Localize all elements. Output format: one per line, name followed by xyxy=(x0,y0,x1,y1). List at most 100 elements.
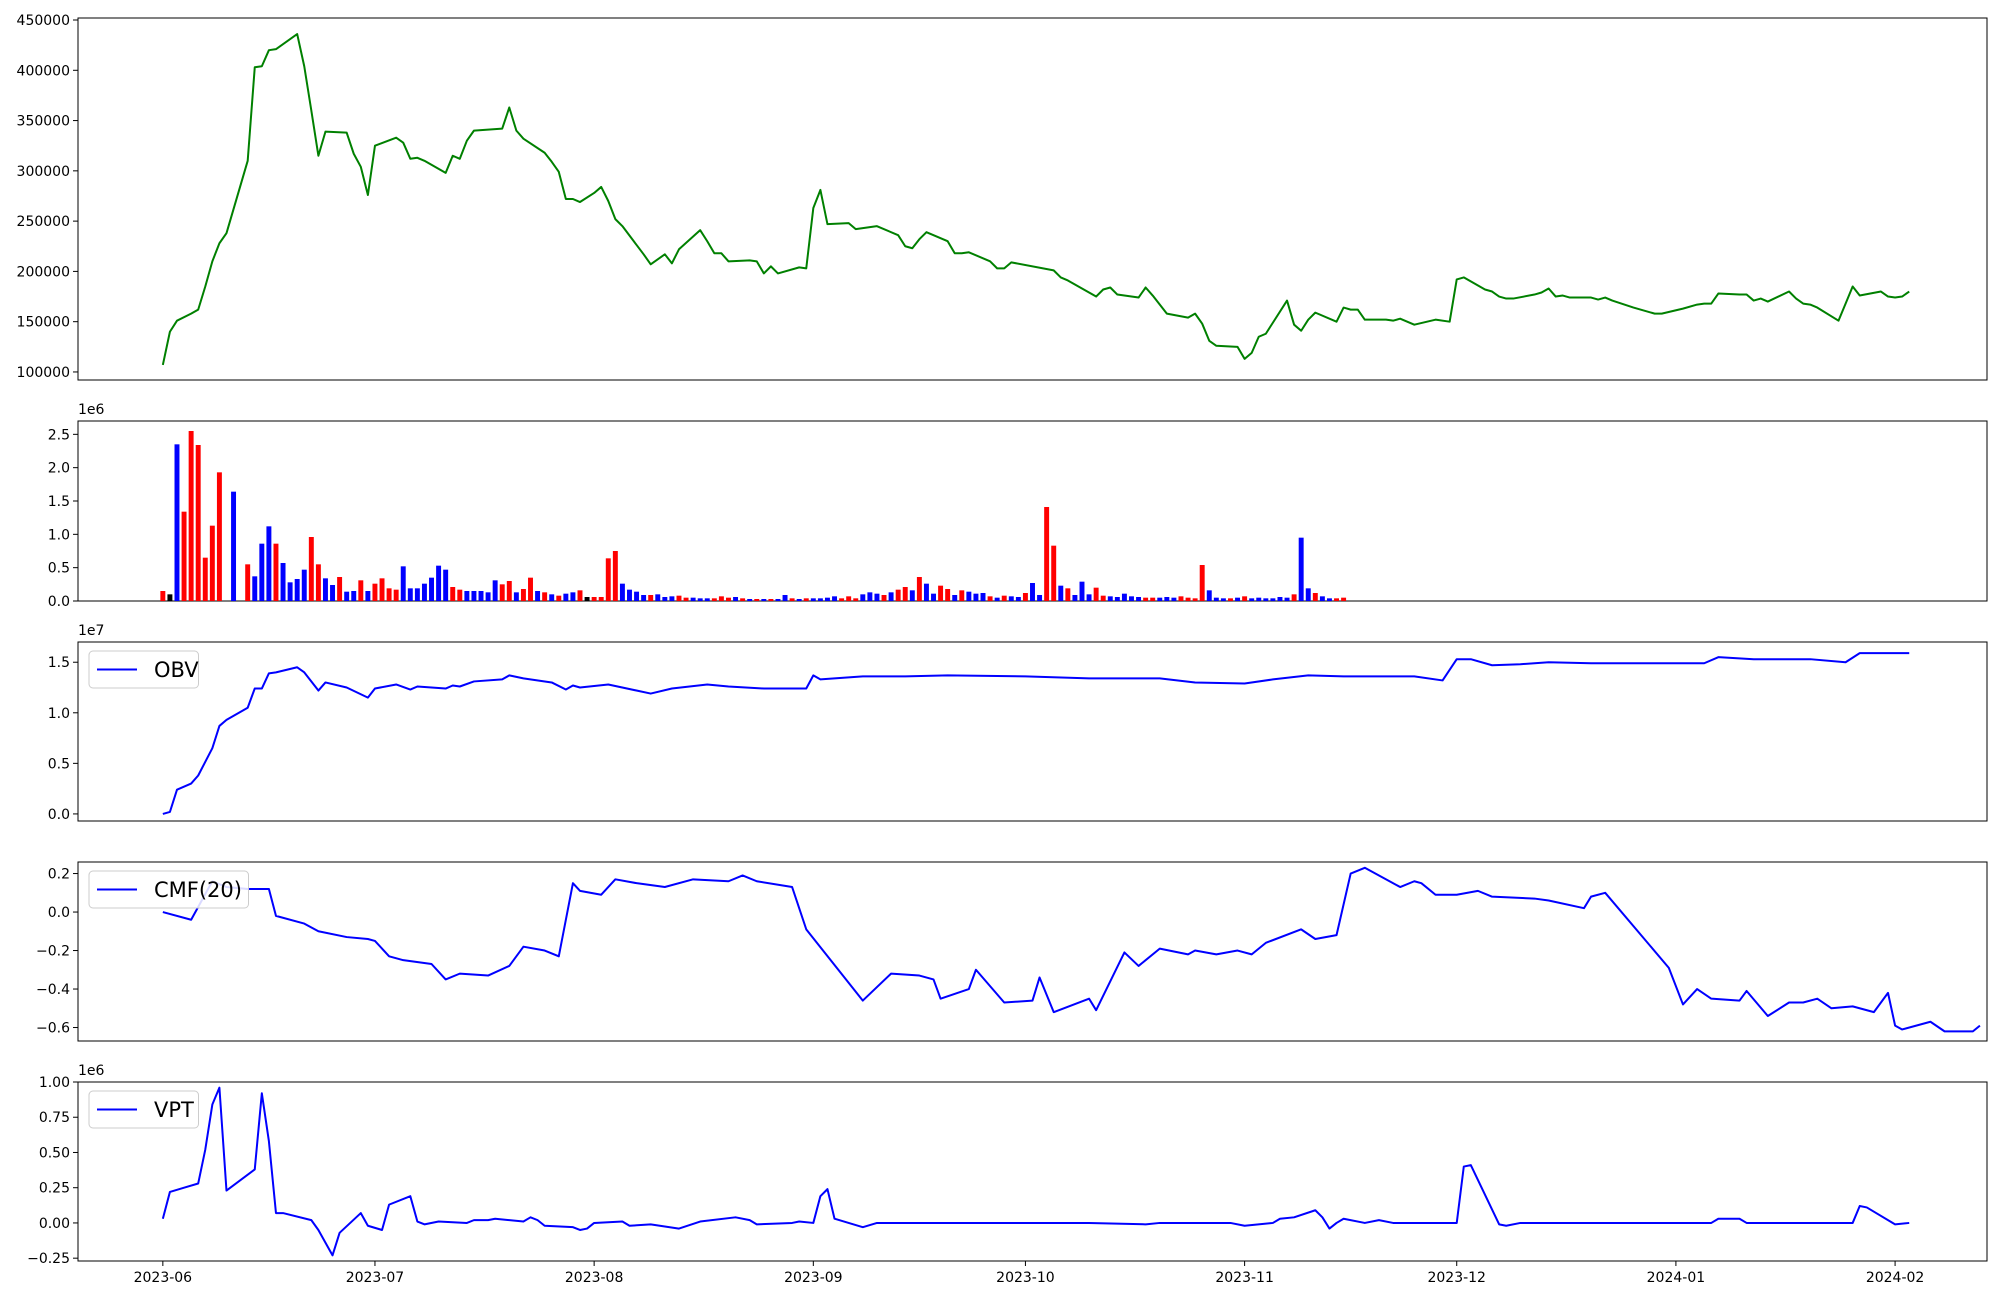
volume-bar xyxy=(931,593,936,601)
volume-bar xyxy=(245,564,251,601)
volume-bar xyxy=(754,599,760,601)
y-tick-label: 0.5 xyxy=(48,561,70,577)
volume-bar xyxy=(768,599,774,601)
volume-bar xyxy=(1079,581,1085,601)
volume-bar xyxy=(195,445,201,601)
volume-bar xyxy=(160,591,166,601)
volume-bar xyxy=(669,596,675,601)
axis-offset-label: 1e7 xyxy=(78,623,104,639)
volume-bar xyxy=(1242,596,1248,601)
price-line xyxy=(161,33,1910,366)
volume-bar xyxy=(259,543,265,601)
volume-bar xyxy=(634,591,640,601)
volume-bar xyxy=(584,597,590,601)
volume-bar xyxy=(1072,595,1078,601)
legend-label: VPT xyxy=(154,1098,194,1122)
volume-bar xyxy=(393,589,399,601)
volume-bar xyxy=(209,525,215,601)
volume-bar xyxy=(181,511,187,601)
y-tick-label: 0.00 xyxy=(39,1216,70,1232)
volume-bar xyxy=(1192,598,1198,601)
volume-bar xyxy=(506,581,512,601)
y-tick-label: 0.0 xyxy=(48,594,70,610)
volume-bar xyxy=(287,582,293,601)
volume-bar xyxy=(1171,597,1177,601)
cmf-20--line xyxy=(162,866,1981,1033)
volume-bar xyxy=(725,597,731,601)
vpt-chart: −0.25 0.00 0.25 0.50 0.75 1.00 1e6 2023-06 2023-… xyxy=(27,1063,1988,1286)
plot-frame xyxy=(77,420,1988,602)
legend: VPT xyxy=(88,1090,199,1129)
legend-box xyxy=(88,1090,199,1129)
plot-frame xyxy=(77,861,1988,1042)
volume-bar xyxy=(421,583,427,601)
volume-bar xyxy=(909,590,915,601)
volume-bar xyxy=(1213,597,1219,601)
volume-bar xyxy=(803,598,809,601)
volume-bar xyxy=(1121,593,1127,601)
volume-bar xyxy=(464,591,470,601)
volume-bar xyxy=(1100,595,1106,601)
volume-bar xyxy=(973,593,979,601)
y-tick-label: 1.00 xyxy=(39,1075,70,1091)
volume-bar xyxy=(1185,597,1191,601)
volume-bar xyxy=(400,566,406,601)
volume-bar xyxy=(1326,598,1332,601)
y-tick-label: 0.50 xyxy=(39,1145,70,1161)
volume-bar xyxy=(796,599,802,601)
y-tick-label: −0.6 xyxy=(36,1021,70,1037)
volume-bar xyxy=(747,599,753,601)
volume-bar xyxy=(513,592,519,601)
volume-bar xyxy=(1129,596,1134,601)
volume-bar xyxy=(188,431,194,601)
volume-bar xyxy=(1164,597,1170,601)
plot-frame xyxy=(77,641,1988,822)
y-tick-label: 1.0 xyxy=(48,706,70,722)
volume-bar xyxy=(1291,594,1297,601)
volume-bar xyxy=(938,585,944,601)
volume-bar xyxy=(528,577,533,601)
volume-bar xyxy=(1022,593,1028,601)
volume-bar xyxy=(1341,597,1347,601)
volume-bar xyxy=(641,595,647,601)
volume-bar xyxy=(273,543,279,601)
volume-bar xyxy=(952,595,958,601)
volume-bar xyxy=(556,595,562,601)
volume-bar xyxy=(1030,583,1035,601)
volume-bar xyxy=(810,598,816,601)
volume-bar xyxy=(429,577,434,601)
x-tick-label: 2023-10 xyxy=(996,1270,1055,1286)
volume-bar xyxy=(1298,537,1304,601)
volume-bar xyxy=(853,598,859,601)
legend-box xyxy=(88,870,249,909)
volume-bar xyxy=(619,583,625,601)
volume-bar xyxy=(563,593,569,601)
x-tick-label: 2023-08 xyxy=(565,1270,624,1286)
volume-bar xyxy=(740,598,746,601)
volume-bar xyxy=(372,583,378,601)
volume-bar xyxy=(1086,594,1092,601)
volume-bar xyxy=(308,537,314,601)
volume-bar xyxy=(1051,545,1057,601)
volume-bar xyxy=(478,591,484,601)
volume-bar xyxy=(895,589,901,601)
volume-bar xyxy=(1199,565,1205,601)
volume-bar xyxy=(266,526,272,601)
volume-bar xyxy=(662,597,668,601)
volume-bar xyxy=(1334,598,1340,601)
y-tick-label: 300000 xyxy=(17,164,70,180)
volume-bar xyxy=(718,596,724,601)
volume-bar xyxy=(1015,597,1021,601)
volume-bar xyxy=(351,591,357,601)
volume-bar xyxy=(1220,598,1226,601)
volume-bar xyxy=(711,598,717,601)
volume-bar xyxy=(322,578,328,601)
volume-bar xyxy=(407,588,413,601)
plot-frame xyxy=(77,17,1988,381)
volume-bar xyxy=(775,599,781,601)
volume-bar xyxy=(535,591,541,601)
volume-bar xyxy=(344,591,350,601)
volume-bar xyxy=(1093,587,1099,601)
volume-bar xyxy=(846,596,852,601)
volume-bar xyxy=(457,589,463,601)
